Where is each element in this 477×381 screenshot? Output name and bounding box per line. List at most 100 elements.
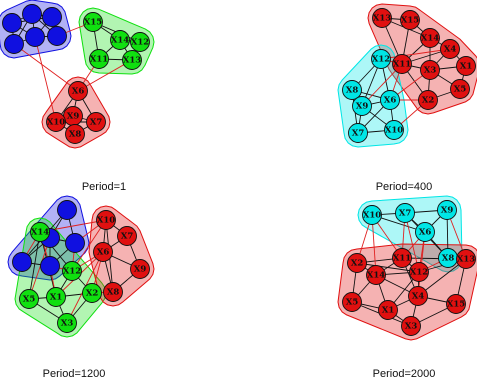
node-x6: X6 bbox=[68, 81, 88, 101]
node-circle bbox=[420, 60, 440, 80]
node-label: X15 bbox=[401, 16, 420, 26]
node-x4: X4 bbox=[440, 39, 460, 59]
node-label: X7 bbox=[352, 129, 365, 139]
node-x5: X5 bbox=[342, 292, 362, 312]
node-circle bbox=[110, 30, 130, 50]
node-circle bbox=[415, 222, 435, 242]
node-label: X7 bbox=[399, 209, 412, 219]
node-circle bbox=[401, 316, 421, 336]
node-label: X2 bbox=[422, 96, 435, 106]
node-circle bbox=[450, 79, 470, 99]
panel-period-1200: X14 X12 X5 X1 X2 X3 X10 X7 X6 X9 X8 Period=1200 bbox=[7, 195, 155, 380]
node-circle bbox=[19, 289, 39, 309]
node-label: X4 bbox=[412, 292, 425, 302]
node-x4: X4 bbox=[408, 286, 428, 306]
node-circle bbox=[30, 222, 50, 242]
node-circle bbox=[362, 205, 382, 225]
node-label: X7 bbox=[90, 118, 103, 128]
node-circle bbox=[46, 287, 66, 307]
node-circle bbox=[82, 283, 102, 303]
edge-between bbox=[371, 214, 377, 276]
node-circle bbox=[400, 10, 420, 30]
node-circle bbox=[12, 252, 32, 272]
edge-between bbox=[13, 43, 79, 92]
node-x11: X11 bbox=[392, 248, 412, 268]
node-label: X9 bbox=[67, 112, 80, 122]
node-x9: X9 bbox=[130, 259, 150, 279]
node-circle bbox=[25, 27, 45, 47]
node-circle bbox=[40, 256, 60, 276]
node-label: X8 bbox=[69, 130, 82, 140]
node-circle bbox=[130, 32, 150, 52]
node-label: X5 bbox=[23, 295, 36, 305]
node-circle bbox=[456, 56, 476, 76]
node-x9: X9 bbox=[437, 200, 457, 220]
node-label: X14 bbox=[111, 36, 130, 46]
node-label: X7 bbox=[121, 232, 134, 242]
node-x8: X8 bbox=[342, 80, 362, 100]
node-label: X10 bbox=[47, 118, 66, 128]
node-label: X6 bbox=[72, 87, 85, 97]
panel-caption: Period=1 bbox=[82, 181, 126, 193]
node-circle bbox=[384, 120, 404, 140]
node-x8: X8 bbox=[65, 124, 85, 144]
node-x1: X1 bbox=[456, 56, 476, 76]
node-circle bbox=[68, 81, 88, 101]
node-unlabeled bbox=[65, 233, 85, 253]
edge-within bbox=[28, 231, 41, 300]
node-circle bbox=[130, 259, 150, 279]
node-x3: X3 bbox=[401, 316, 421, 336]
node-label: X5 bbox=[454, 85, 467, 95]
node-label: X4 bbox=[444, 45, 457, 55]
node-label: X14 bbox=[421, 34, 440, 44]
node-unlabeled bbox=[22, 4, 42, 24]
node-label: X15 bbox=[447, 300, 466, 310]
node-label: X3 bbox=[424, 66, 437, 76]
edge-within bbox=[356, 262, 420, 273]
node-circle bbox=[47, 26, 67, 46]
node-x12: X12 bbox=[409, 262, 429, 282]
node-x10: X10 bbox=[96, 210, 116, 230]
node-circle bbox=[446, 294, 466, 314]
node-label: X8 bbox=[442, 254, 455, 264]
node-circle bbox=[456, 249, 476, 269]
node-x2: X2 bbox=[82, 283, 102, 303]
node-label: X3 bbox=[61, 319, 74, 329]
node-circle bbox=[42, 7, 62, 27]
node-circle bbox=[93, 242, 113, 262]
node-x5: X5 bbox=[450, 79, 470, 99]
node-label: X12 bbox=[372, 55, 391, 65]
node-label: X13 bbox=[373, 14, 392, 24]
node-circle bbox=[57, 200, 77, 220]
node-label: X9 bbox=[441, 206, 454, 216]
node-circle bbox=[408, 286, 428, 306]
node-label: X15 bbox=[84, 18, 103, 28]
node-x2: X2 bbox=[347, 253, 367, 273]
node-circle bbox=[418, 90, 438, 110]
node-x7: X7 bbox=[86, 112, 106, 132]
node-label: X10 bbox=[385, 126, 404, 136]
node-label: X13 bbox=[457, 255, 476, 265]
network-nodes: X10 X7 X9 X6 X8 X2 X11 X14 X12 X13 X5 X4 X1 X15 X3 bbox=[342, 200, 476, 336]
node-circle bbox=[22, 4, 42, 24]
node-circle bbox=[347, 253, 367, 273]
node-x9: X9 bbox=[63, 106, 83, 126]
node-x6: X6 bbox=[415, 222, 435, 242]
node-x12: X12 bbox=[130, 32, 150, 52]
node-x3: X3 bbox=[57, 313, 77, 333]
node-unlabeled bbox=[57, 200, 77, 220]
node-x6: X6 bbox=[93, 242, 113, 262]
node-circle bbox=[378, 300, 398, 320]
panel-period-2000: X10 X7 X9 X6 X8 X2 X11 X14 X12 X13 X5 X4 X1 X15 X3 Per… bbox=[337, 195, 477, 380]
node-x15: X15 bbox=[446, 294, 466, 314]
node-x14: X14 bbox=[30, 222, 50, 242]
node-circle bbox=[420, 28, 440, 48]
node-label: X6 bbox=[419, 228, 432, 238]
node-label: X11 bbox=[393, 60, 412, 70]
node-unlabeled bbox=[2, 13, 22, 33]
node-circle bbox=[122, 50, 142, 70]
node-label: X12 bbox=[410, 268, 429, 278]
node-label: X11 bbox=[90, 55, 109, 65]
node-circle bbox=[348, 123, 368, 143]
node-x14: X14 bbox=[420, 28, 440, 48]
